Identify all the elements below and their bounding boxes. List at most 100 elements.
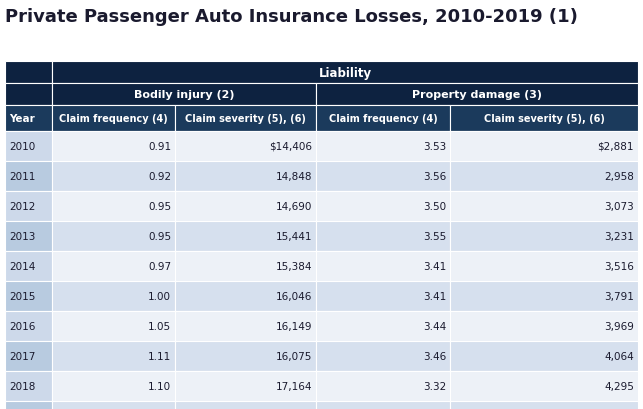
Bar [316,162,450,191]
Bar [175,221,316,252]
Bar [52,311,175,341]
Text: 15,384: 15,384 [275,261,312,271]
Bar [52,106,175,132]
Bar [450,221,638,252]
Text: 3,073: 3,073 [604,202,634,211]
Bar [450,371,638,401]
Bar [52,281,175,311]
Bar [450,281,638,311]
Text: 3,516: 3,516 [604,261,634,271]
Bar [5,401,52,409]
Text: Bodily injury (2): Bodily injury (2) [134,90,234,100]
Text: 1.10: 1.10 [148,381,171,391]
Bar [5,132,52,162]
Text: 3.56: 3.56 [422,172,446,182]
Text: 17,164: 17,164 [275,381,312,391]
Bar [175,401,316,409]
Bar [450,106,638,132]
Text: Claim severity (5), (6): Claim severity (5), (6) [484,114,604,124]
Bar [316,281,450,311]
Text: 3,231: 3,231 [604,231,634,241]
Text: 14,690: 14,690 [276,202,312,211]
Bar [175,191,316,221]
Bar [5,252,52,281]
Bar [5,62,52,84]
Text: 0.97: 0.97 [148,261,171,271]
Text: 3.55: 3.55 [422,231,446,241]
Text: 2015: 2015 [9,291,35,301]
Bar [5,191,52,221]
Bar [175,132,316,162]
Text: 0.95: 0.95 [148,202,171,211]
Bar [175,311,316,341]
Text: Claim frequency (4): Claim frequency (4) [59,114,168,124]
Bar [5,341,52,371]
Text: 2,958: 2,958 [604,172,634,182]
Bar [450,162,638,191]
Bar [450,401,638,409]
Bar [5,311,52,341]
Bar [316,311,450,341]
Text: 1.05: 1.05 [148,321,171,331]
Text: 4,295: 4,295 [604,381,634,391]
Text: 2013: 2013 [9,231,35,241]
Text: 1.11: 1.11 [148,351,171,361]
Bar [5,106,52,132]
Text: 2011: 2011 [9,172,35,182]
Text: 2014: 2014 [9,261,35,271]
Text: 2012: 2012 [9,202,35,211]
Text: 0.92: 0.92 [148,172,171,182]
Bar [316,221,450,252]
Text: 2018: 2018 [9,381,35,391]
Bar [52,62,638,84]
Bar [52,84,316,106]
Text: 16,149: 16,149 [275,321,312,331]
Text: 2010: 2010 [9,142,35,152]
Text: 14,848: 14,848 [275,172,312,182]
Bar [450,132,638,162]
Text: Claim frequency (4): Claim frequency (4) [329,114,437,124]
Bar [316,341,450,371]
Text: 1.00: 1.00 [148,291,171,301]
Bar [5,162,52,191]
Bar [52,341,175,371]
Text: 3,791: 3,791 [604,291,634,301]
Bar [316,132,450,162]
Bar [316,371,450,401]
Bar [175,371,316,401]
Text: $14,406: $14,406 [269,142,312,152]
Bar [52,252,175,281]
Text: Liability: Liability [318,66,372,79]
Text: 16,075: 16,075 [276,351,312,361]
Bar [52,371,175,401]
Text: 3.46: 3.46 [422,351,446,361]
Text: 0.95: 0.95 [148,231,171,241]
Text: 4,064: 4,064 [604,351,634,361]
Bar [450,191,638,221]
Bar [5,281,52,311]
Bar [5,84,52,106]
Bar [450,341,638,371]
Bar [316,252,450,281]
Text: 3.41: 3.41 [422,291,446,301]
Bar [52,191,175,221]
Text: 15,441: 15,441 [275,231,312,241]
Bar [316,191,450,221]
Text: Private Passenger Auto Insurance Losses, 2010-2019 (1): Private Passenger Auto Insurance Losses,… [5,8,578,26]
Text: Property damage (3): Property damage (3) [412,90,542,100]
Text: 2016: 2016 [9,321,35,331]
Bar [52,162,175,191]
Bar [175,106,316,132]
Bar [175,341,316,371]
Bar [175,281,316,311]
Bar [5,221,52,252]
Text: 3,969: 3,969 [604,321,634,331]
Text: Year: Year [9,114,35,124]
Text: $2,881: $2,881 [597,142,634,152]
Bar [450,311,638,341]
Text: 3.50: 3.50 [423,202,446,211]
Text: 3.53: 3.53 [422,142,446,152]
Text: 2017: 2017 [9,351,35,361]
Bar [52,221,175,252]
Bar [316,401,450,409]
